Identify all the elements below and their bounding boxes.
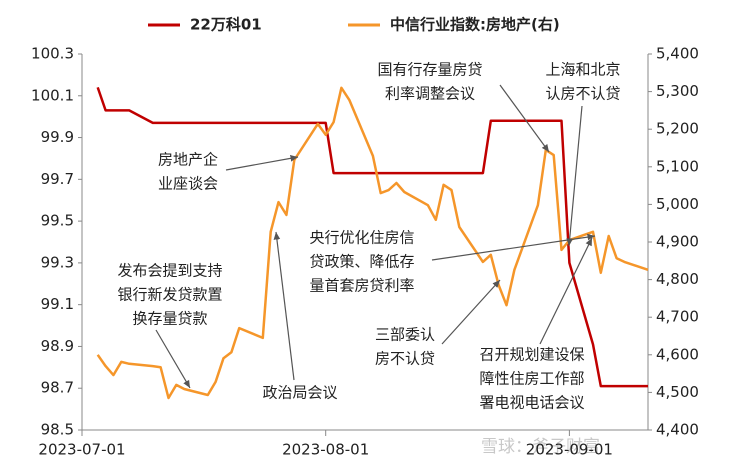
annotation-arrow xyxy=(441,279,501,345)
y2-tick-label: 4,700 xyxy=(656,308,699,326)
annotation: 召开规划建设保 xyxy=(479,346,584,364)
y2-tick-label: 5,300 xyxy=(656,82,699,100)
annotation: 换存量贷款 xyxy=(132,310,207,328)
annotation-arrow xyxy=(539,237,593,345)
y2-tick-label: 5,200 xyxy=(656,120,699,138)
annotation: 量首套房贷利率 xyxy=(309,277,414,295)
annotation-arrow xyxy=(155,329,191,389)
annotation: 国有行存量房贷 xyxy=(377,61,482,79)
annotation: 业座谈会 xyxy=(158,175,218,193)
annotation-arrow xyxy=(499,84,550,153)
annotation: 障性住房工作部 xyxy=(479,370,584,388)
annotation: 上海和北京 xyxy=(545,61,620,79)
annotation-arrow xyxy=(431,233,596,261)
series-line xyxy=(96,86,649,400)
annotation: 房不认贷 xyxy=(375,350,435,368)
y-tick-label: 99.1 xyxy=(41,295,74,313)
watermark: 雪球：斧子财富 xyxy=(481,437,600,457)
annotation: 署电视电话会议 xyxy=(479,394,584,412)
x-tick-label: 2023-07-01 xyxy=(38,441,125,459)
annotation: 央行优化住房信 xyxy=(309,229,414,247)
x-tick-label: 2023-08-01 xyxy=(282,441,369,459)
y2-tick-label: 4,500 xyxy=(656,383,699,401)
annotation: 房地产企 xyxy=(158,151,218,169)
annotation-arrow xyxy=(273,231,295,381)
annotation: 三部委认 xyxy=(375,326,435,344)
annotation: 贷政策、降低存 xyxy=(309,253,414,271)
annotation: 发布会提到支持 xyxy=(117,262,222,280)
y-tick-label: 99.9 xyxy=(41,128,74,146)
y2-tick-label: 4,900 xyxy=(656,233,699,251)
x-tick-label: 2023-09-01 xyxy=(526,441,613,459)
y2-tick-label: 5,400 xyxy=(656,45,699,63)
y2-tick-label: 4,800 xyxy=(656,270,699,288)
y-tick-label: 99.7 xyxy=(41,170,74,188)
y2-tick-label: 4,400 xyxy=(656,421,699,439)
annotation: 政治局会议 xyxy=(262,384,337,402)
y-tick-label: 99.5 xyxy=(41,212,74,230)
y-tick-label: 100.3 xyxy=(31,45,74,63)
legend-label: 22万科01 xyxy=(190,16,262,34)
legend-label: 中信行业指数:房地产(右) xyxy=(390,16,560,34)
annotation-arrow xyxy=(566,105,583,247)
y2-tick-label: 4,600 xyxy=(656,345,699,363)
y-tick-label: 100.1 xyxy=(31,86,74,104)
y-tick-label: 98.7 xyxy=(41,379,74,397)
y-tick-label: 98.5 xyxy=(41,421,74,439)
annotation-arrow xyxy=(225,155,299,171)
series-line xyxy=(96,86,648,388)
y2-tick-label: 5,100 xyxy=(656,157,699,175)
y-tick-label: 98.9 xyxy=(41,337,74,355)
annotation: 银行新发贷款置 xyxy=(117,286,222,304)
annotation: 认房不认贷 xyxy=(545,85,620,103)
y2-tick-label: 5,000 xyxy=(656,195,699,213)
y-tick-label: 99.3 xyxy=(41,253,74,271)
annotation: 利率调整会议 xyxy=(385,85,475,103)
